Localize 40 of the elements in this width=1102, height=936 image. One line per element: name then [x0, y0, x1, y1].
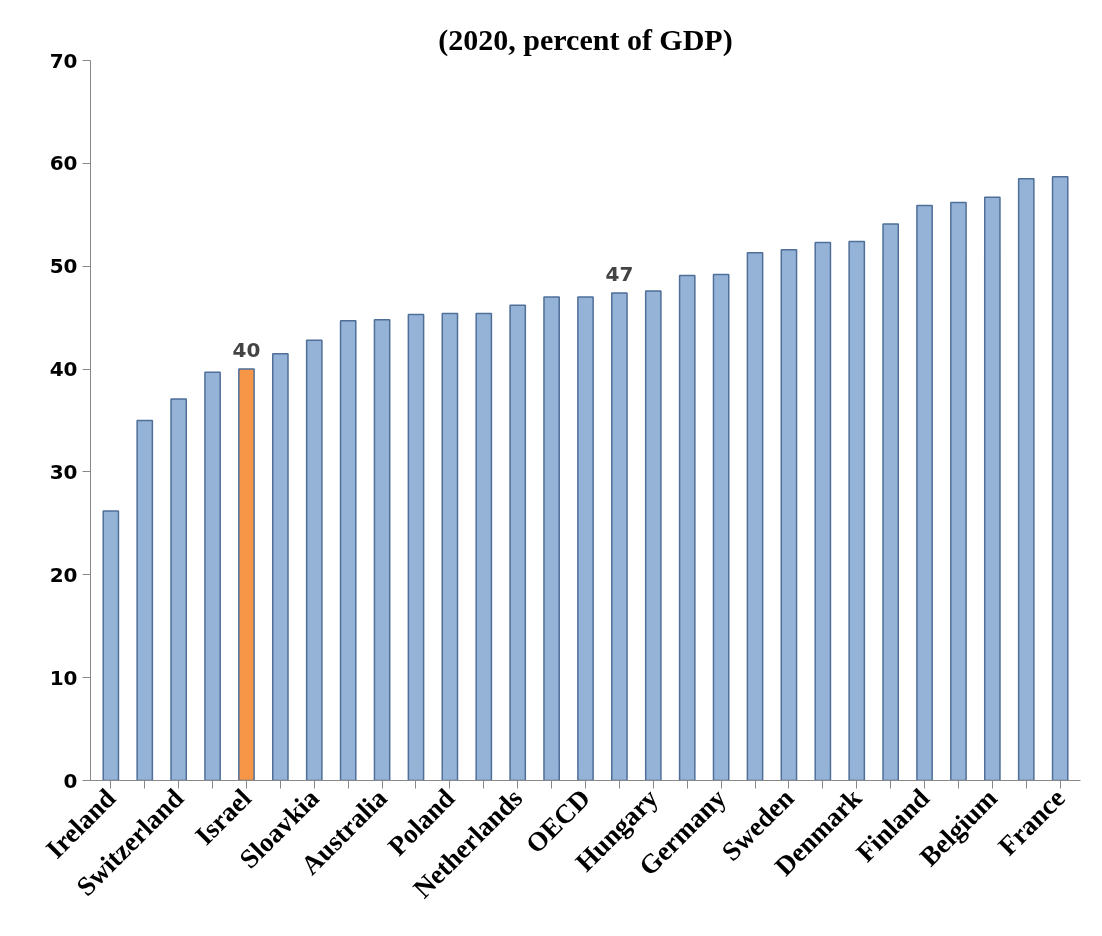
bar	[577, 296, 594, 781]
bar	[170, 398, 188, 781]
bar	[339, 319, 357, 781]
bar	[238, 368, 255, 781]
chart-title: (2020, percent of GDP)	[438, 22, 733, 57]
bar	[611, 292, 628, 781]
bar	[441, 312, 459, 781]
bar	[950, 201, 967, 781]
y-tick-label: 60	[49, 151, 78, 176]
bar	[746, 252, 764, 781]
bar	[1017, 178, 1035, 781]
bar	[916, 204, 933, 781]
bar	[305, 339, 323, 781]
bar	[882, 223, 900, 781]
y-tick-label: 30	[49, 459, 78, 484]
bar	[644, 290, 662, 781]
bar	[475, 312, 493, 781]
bar	[848, 240, 866, 781]
bar	[543, 296, 560, 781]
y-tick-label: 20	[49, 562, 78, 587]
y-tick-label: 40	[49, 357, 78, 382]
bar	[814, 241, 832, 781]
y-tick-label: 10	[49, 665, 78, 690]
bar	[102, 510, 120, 781]
bar	[407, 313, 425, 781]
bar	[712, 273, 730, 781]
y-tick-label: 0	[63, 768, 78, 793]
bar	[204, 371, 221, 781]
data-label: 40	[232, 338, 261, 363]
bar	[983, 196, 1001, 781]
bar	[1051, 175, 1069, 781]
data-label: 47	[605, 261, 634, 286]
y-tick-label: 70	[49, 48, 78, 73]
bar	[678, 274, 696, 781]
bar	[780, 249, 798, 781]
bar	[373, 318, 391, 781]
bar	[509, 304, 527, 781]
bar	[136, 419, 154, 781]
bar	[271, 352, 289, 781]
y-tick-label: 50	[49, 254, 78, 279]
